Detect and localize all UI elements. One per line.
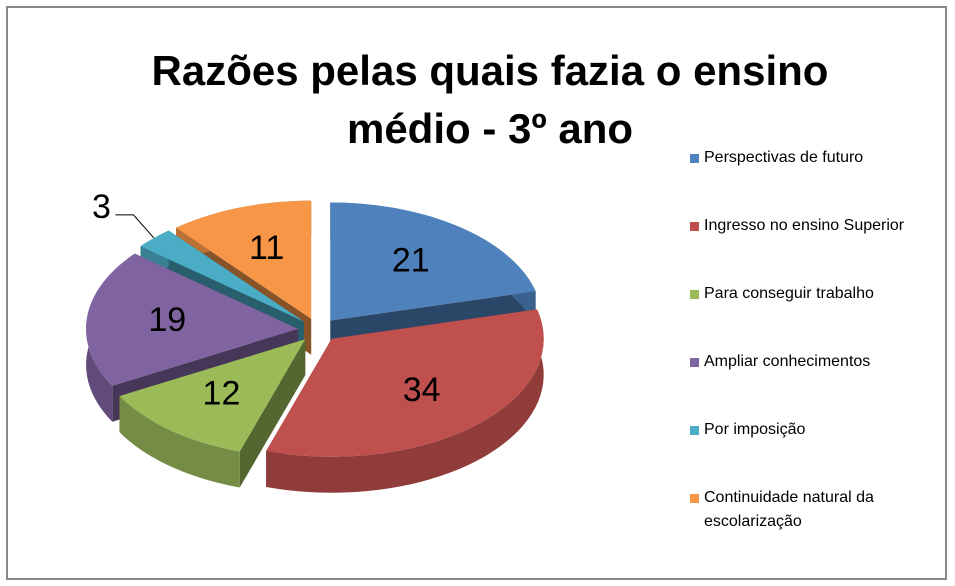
- legend-label: Perspectivas de futuro: [704, 149, 864, 166]
- slice: [86, 253, 299, 386]
- legend-item: Continuidade natural da escolarização: [690, 486, 944, 534]
- data-label: 21: [392, 242, 430, 280]
- slice-group: [119, 339, 306, 488]
- legend-swatch: [690, 290, 699, 299]
- legend-label: Por imposição: [704, 421, 806, 438]
- slice-group: [266, 309, 544, 493]
- data-label: 34: [403, 371, 441, 409]
- slice: [330, 202, 536, 321]
- chart-border: [6, 6, 947, 580]
- legend-swatch: [690, 358, 699, 367]
- slice-side: [266, 309, 544, 493]
- data-label: 19: [148, 301, 186, 339]
- legend-swatch: [690, 222, 699, 231]
- leader-line: [115, 214, 155, 239]
- slice: [266, 309, 544, 457]
- legend-item: Ingresso no ensino Superior: [690, 214, 944, 238]
- slice: [119, 339, 306, 452]
- legend-label: Ampliar conhecimentos: [704, 353, 871, 370]
- legend-label: Para conseguir trabalho: [704, 285, 874, 302]
- legend-swatch: [690, 494, 699, 503]
- legend-item: Por imposição: [690, 418, 944, 442]
- data-label: 11: [249, 229, 284, 267]
- legend-swatch: [690, 154, 699, 163]
- slice: [140, 230, 304, 322]
- slice-side: [119, 396, 240, 488]
- data-label: 12: [203, 375, 241, 413]
- data-label: 3: [92, 188, 111, 226]
- slice: [176, 200, 312, 319]
- legend-item: Ampliar conhecimentos: [690, 350, 944, 374]
- legend-swatch: [690, 426, 699, 435]
- legend-label: Ingresso no ensino Superior: [704, 217, 905, 234]
- legend-item: Para conseguir trabalho: [690, 282, 944, 306]
- legend-item: Perspectivas de futuro: [690, 146, 944, 170]
- legend-label: Continuidade natural da escolarização: [704, 489, 874, 530]
- chart-title: Razões pelas quais fazia o ensino médio …: [151, 47, 829, 152]
